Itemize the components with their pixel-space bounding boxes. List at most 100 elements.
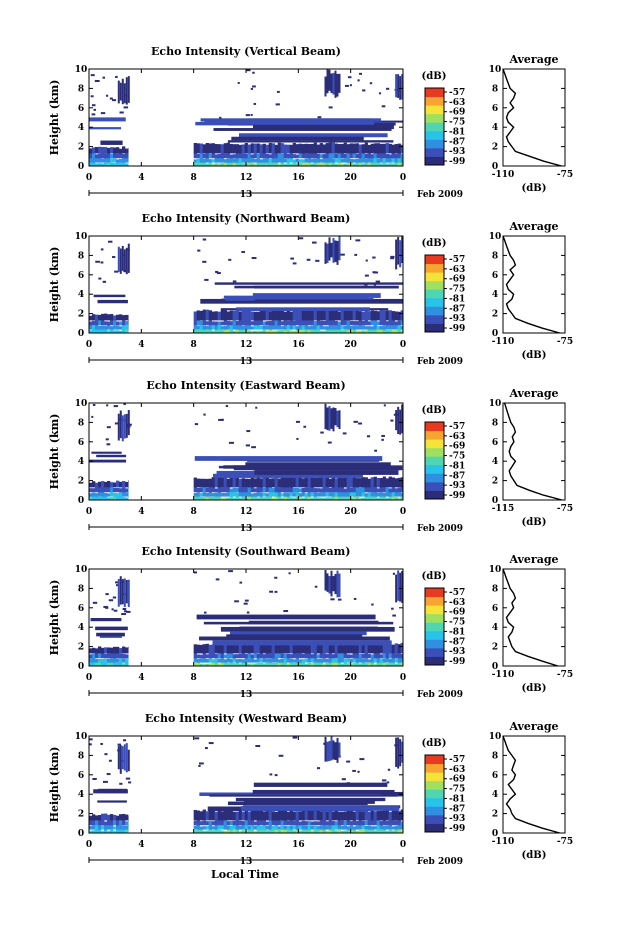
echo-cell bbox=[110, 162, 114, 166]
x-axis-label: Local Time bbox=[211, 868, 279, 881]
echo-cell bbox=[286, 826, 290, 830]
x-tick-label: 20 bbox=[344, 340, 357, 350]
y-axis-label: Height (km) bbox=[48, 414, 61, 490]
echo-cell bbox=[307, 326, 311, 330]
echo-cell bbox=[271, 152, 275, 159]
echo-cell bbox=[283, 492, 287, 497]
echo-streak bbox=[332, 238, 335, 263]
average-x-tick-label: -75 bbox=[557, 837, 573, 847]
echo-cell bbox=[193, 477, 197, 488]
echo-heatmap bbox=[89, 69, 404, 166]
echo-cell bbox=[89, 743, 92, 746]
echo-cell bbox=[295, 319, 299, 326]
echo-streak bbox=[324, 76, 327, 97]
echo-cell bbox=[349, 326, 353, 330]
echo-cell bbox=[116, 488, 120, 493]
echo-cell bbox=[241, 662, 245, 666]
echo-cell bbox=[215, 578, 220, 581]
echo-cell bbox=[208, 319, 212, 326]
echo-streak bbox=[397, 406, 400, 434]
echo-cell bbox=[295, 496, 299, 500]
echo-cell bbox=[244, 824, 248, 830]
echo-cell bbox=[107, 480, 111, 488]
echo-cell bbox=[343, 476, 347, 488]
echo-cell bbox=[382, 662, 386, 666]
echo-cell bbox=[100, 742, 103, 745]
echo-cell bbox=[89, 324, 93, 330]
echo-cell bbox=[382, 161, 386, 166]
echo-cell bbox=[361, 811, 365, 821]
echo-cell bbox=[334, 658, 338, 663]
echo-cell bbox=[205, 153, 209, 159]
echo-cell bbox=[370, 657, 374, 663]
echo-cell bbox=[331, 153, 335, 159]
echo-cell bbox=[394, 663, 398, 666]
echo-streak bbox=[125, 413, 128, 438]
echo-cell bbox=[271, 161, 275, 166]
average-x-tick-label: -75 bbox=[557, 337, 573, 347]
echo-cell bbox=[385, 310, 389, 321]
echo-cell bbox=[214, 157, 218, 163]
colorbar-tick-label: -75 bbox=[449, 285, 465, 295]
echo-cell bbox=[361, 157, 365, 163]
echo-cell bbox=[238, 825, 242, 830]
echo-cell bbox=[223, 659, 227, 663]
echo-cell bbox=[193, 825, 197, 830]
echo-cell bbox=[352, 642, 356, 654]
echo-cell bbox=[268, 653, 272, 659]
echo-cell bbox=[316, 661, 320, 666]
echo-cell bbox=[343, 495, 347, 500]
echo-cell bbox=[349, 642, 353, 654]
echo-cell bbox=[256, 497, 260, 500]
echo-cell bbox=[193, 495, 197, 500]
echo-cell bbox=[298, 319, 302, 326]
echo-cell bbox=[229, 488, 233, 493]
echo-cell bbox=[119, 824, 123, 830]
echo-cell bbox=[316, 153, 320, 159]
echo-cell bbox=[271, 657, 275, 663]
echo-cell bbox=[280, 310, 284, 321]
echo-cell bbox=[262, 811, 266, 821]
echo-cell bbox=[104, 153, 108, 159]
echo-cell bbox=[337, 324, 341, 330]
echo-cell bbox=[397, 325, 401, 330]
echo-cell bbox=[253, 319, 257, 326]
echo-cell bbox=[208, 324, 212, 330]
echo-cell bbox=[343, 491, 347, 497]
average-y-tick-label: 10 bbox=[489, 732, 502, 742]
y-tick-label: 0 bbox=[78, 329, 84, 339]
echo-cell bbox=[295, 144, 299, 154]
echo-cell bbox=[274, 319, 278, 326]
average-title: Average bbox=[508, 720, 558, 733]
echo-cell bbox=[388, 324, 392, 330]
echo-cell bbox=[295, 662, 299, 666]
echo-cell bbox=[298, 824, 302, 830]
echo-cell bbox=[101, 319, 105, 326]
echo-cell bbox=[199, 826, 203, 830]
echo-cell bbox=[289, 828, 293, 833]
echo-cell bbox=[397, 143, 401, 154]
date-label: Feb 2009 bbox=[417, 690, 463, 700]
colorbar-tick-label: -87 bbox=[449, 304, 465, 314]
echo-cell bbox=[95, 819, 99, 826]
echo-cell bbox=[325, 476, 329, 488]
echo-cell bbox=[113, 492, 117, 497]
echo-cell bbox=[376, 488, 380, 493]
echo-cell bbox=[388, 154, 392, 159]
echo-cell bbox=[286, 329, 290, 333]
echo-cell bbox=[125, 488, 129, 493]
echo-layer bbox=[200, 118, 382, 122]
echo-cell bbox=[202, 238, 207, 241]
echo-cell bbox=[301, 309, 305, 321]
echo-streak bbox=[399, 572, 402, 602]
day-label: 13 bbox=[240, 857, 253, 867]
echo-cell bbox=[205, 830, 209, 833]
echo-cell bbox=[247, 491, 251, 497]
echo-cell bbox=[256, 324, 260, 330]
echo-streak bbox=[395, 74, 398, 98]
echo-cell bbox=[397, 819, 401, 826]
echo-cell bbox=[358, 487, 362, 493]
echo-layer bbox=[239, 626, 378, 632]
echo-cell bbox=[358, 824, 362, 830]
echo-cell bbox=[274, 324, 278, 330]
